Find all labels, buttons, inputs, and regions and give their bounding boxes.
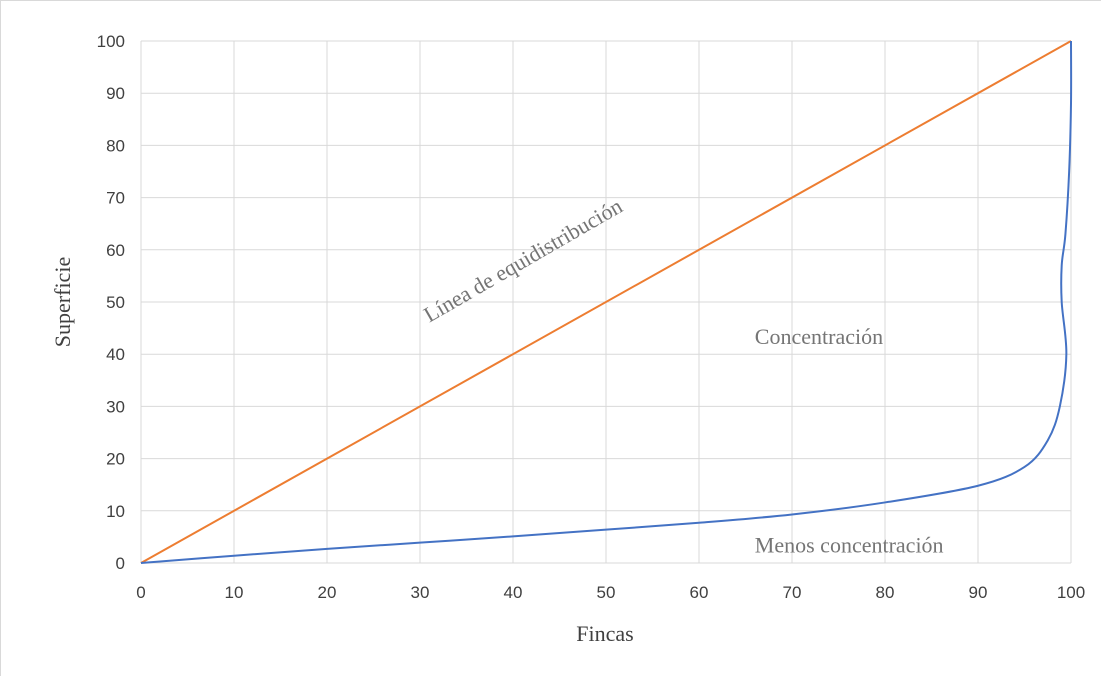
equidistribution-line: [140, 40, 1072, 564]
y-tick-label: 100: [97, 32, 125, 51]
x-tick-labels: 0 10 20 30 40 50 60 70 80 90 100: [136, 583, 1085, 602]
x-tick-label: 20: [318, 583, 337, 602]
annotations: Línea de equidistribuciónConcentraciónMe…: [419, 193, 943, 557]
gridlines: [140, 40, 1072, 564]
y-tick-label: 10: [106, 502, 125, 521]
x-tick-label: 100: [1057, 583, 1085, 602]
y-tick-label: 40: [106, 345, 125, 364]
concentration-curve: [140, 40, 1073, 564]
x-tick-label: 0: [136, 583, 145, 602]
y-tick-label: 70: [106, 189, 125, 208]
series-lines: [140, 40, 1073, 564]
y-tick-label: 20: [106, 450, 125, 469]
y-tick-label: 90: [106, 84, 125, 103]
y-tick-label: 30: [106, 397, 125, 416]
y-axis-title: Superficie: [50, 257, 75, 347]
x-tick-label: 80: [876, 583, 895, 602]
x-tick-label: 50: [597, 583, 616, 602]
x-axis-title: Fincas: [576, 621, 633, 646]
x-tick-label: 10: [225, 583, 244, 602]
x-tick-label: 40: [504, 583, 523, 602]
y-tick-label: 80: [106, 136, 125, 155]
x-tick-label: 30: [411, 583, 430, 602]
x-tick-label: 60: [690, 583, 709, 602]
x-tick-label: 70: [783, 583, 802, 602]
y-tick-label: 50: [106, 293, 125, 312]
y-tick-labels: 0 10 20 30 40 50 60 70 80 90 100: [97, 32, 125, 573]
y-tick-label: 0: [116, 554, 125, 573]
y-tick-label: 60: [106, 241, 125, 260]
annotation-less-concentration: Menos concentración: [755, 533, 944, 558]
annotation-concentration: Concentración: [755, 324, 883, 349]
x-tick-label: 90: [969, 583, 988, 602]
